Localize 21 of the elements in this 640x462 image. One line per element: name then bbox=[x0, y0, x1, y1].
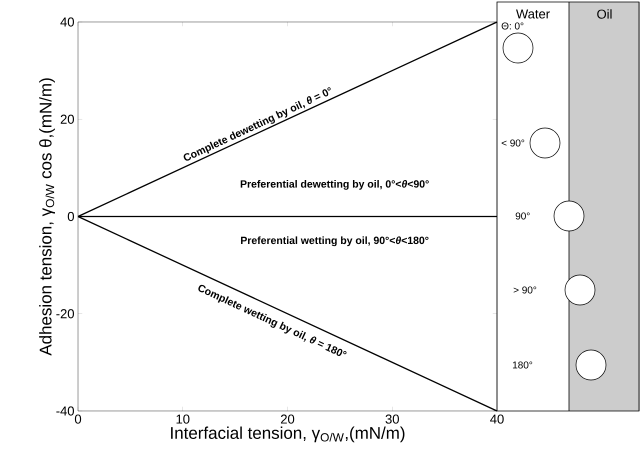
x-axis-title: Interfacial tension, γ$_{O/W}$,(mN/m) bbox=[171, 426, 404, 442]
y-axis-title: Adhesion tension, γ$_{O/W}$ cos θ,(mN/m) bbox=[39, 78, 55, 356]
text: 180° bbox=[512, 361, 532, 369]
y-tick-label: -20 bbox=[56, 309, 74, 318]
text: Oil bbox=[597, 9, 612, 19]
y-tick-label: 40 bbox=[60, 17, 74, 27]
x-tick-label: 0 bbox=[74, 414, 82, 424]
text: Θ: 0° bbox=[502, 22, 524, 30]
y-tick-label: -40 bbox=[56, 406, 74, 416]
x-tick-label: 40 bbox=[490, 414, 504, 424]
x-tick-label: 10 bbox=[176, 414, 190, 424]
text: > 90° bbox=[514, 286, 536, 294]
annotation: Preferential dewetting by oil, 0°<θ<90° bbox=[240, 180, 429, 190]
text: 90° bbox=[516, 212, 530, 220]
y-tick-label: 20 bbox=[60, 114, 74, 124]
x-tick-label: 20 bbox=[280, 414, 294, 424]
y-tick-label: 0 bbox=[68, 212, 74, 222]
annotation: Preferential wetting by oil, 90°<θ<180° bbox=[241, 236, 428, 246]
text: < 90° bbox=[502, 139, 524, 147]
text: Water bbox=[516, 9, 550, 19]
x-tick-label: 30 bbox=[386, 414, 399, 424]
